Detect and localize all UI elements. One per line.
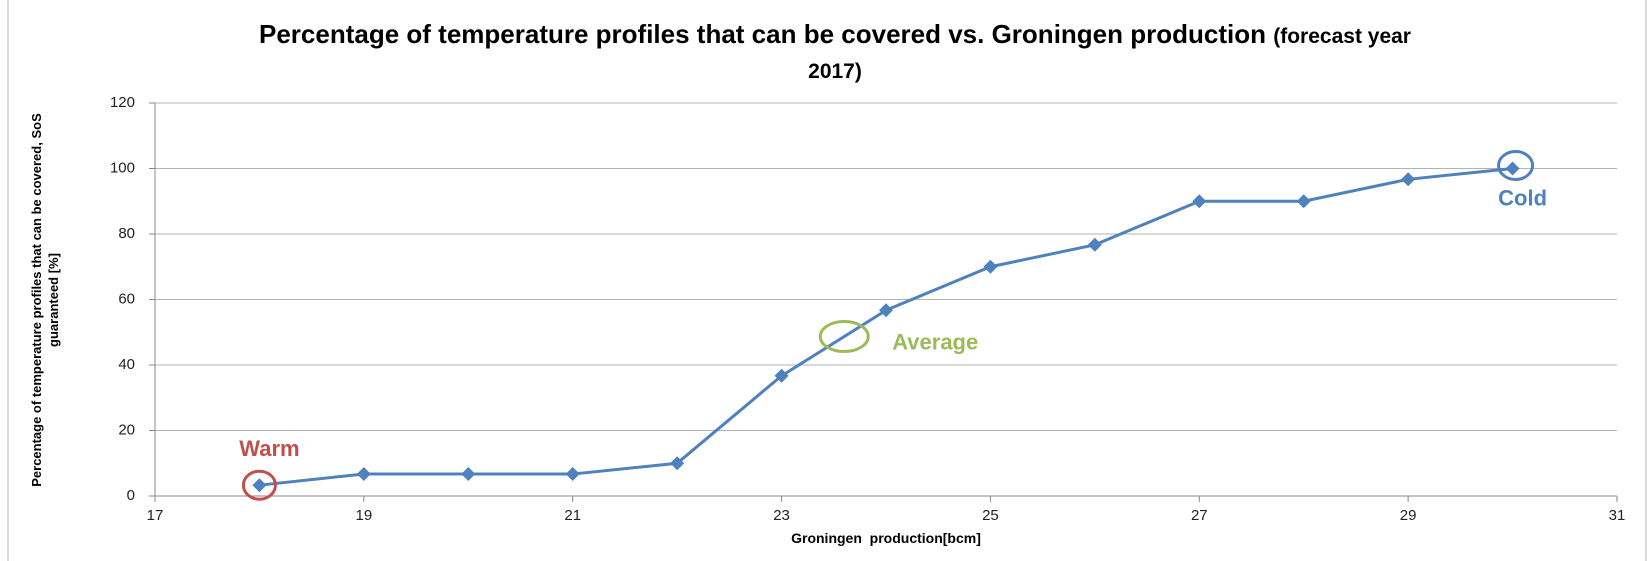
- y-tick-label: 0: [127, 487, 135, 504]
- marker: [356, 467, 371, 482]
- y-tick-label: 100: [110, 159, 135, 176]
- marker: [1192, 194, 1207, 209]
- marker: [983, 259, 998, 274]
- x-tick-label: 21: [564, 507, 581, 524]
- y-tick-label: 80: [118, 225, 135, 242]
- marker: [1087, 237, 1102, 252]
- x-tick-label: 25: [982, 507, 999, 524]
- marker: [670, 456, 685, 471]
- marker: [461, 467, 476, 482]
- chart-title: Percentage of temperature profiles that …: [235, 18, 1435, 88]
- x-tick-label: 29: [1400, 507, 1417, 524]
- x-tick-label: 27: [1191, 507, 1208, 524]
- annotation-circle: [1497, 150, 1535, 181]
- annotation: Warm: [239, 436, 299, 461]
- annotation: Average: [892, 329, 978, 354]
- x-tick-label: 31: [1609, 507, 1626, 524]
- marker: [1505, 161, 1520, 176]
- x-tick-label: 23: [773, 507, 790, 524]
- y-tick-label: 40: [118, 356, 135, 373]
- x-tick-label: 17: [147, 507, 164, 524]
- marker: [1401, 172, 1416, 187]
- x-axis-label: Groningen production[bcm]: [791, 530, 981, 546]
- y-tick-label: 20: [118, 421, 135, 438]
- title: Percentage of temperature profiles that …: [259, 19, 1266, 49]
- annotation-circle: [818, 320, 870, 354]
- subtitle: (forecast year 2017): [808, 25, 1411, 83]
- y-axis-label: Percentage of temperature profiles that …: [29, 113, 61, 487]
- y-tick-label: 60: [118, 290, 135, 307]
- y-tick-label: 120: [110, 94, 135, 111]
- marker: [1296, 194, 1311, 209]
- marker: [252, 478, 267, 493]
- annotation: Cold: [1498, 185, 1547, 210]
- marker: [879, 303, 893, 318]
- x-tick-label: 19: [356, 507, 373, 524]
- annotation-circle: [241, 469, 277, 501]
- marker: [565, 467, 580, 482]
- marker: [774, 368, 789, 383]
- series-line: [259, 167, 1513, 487]
